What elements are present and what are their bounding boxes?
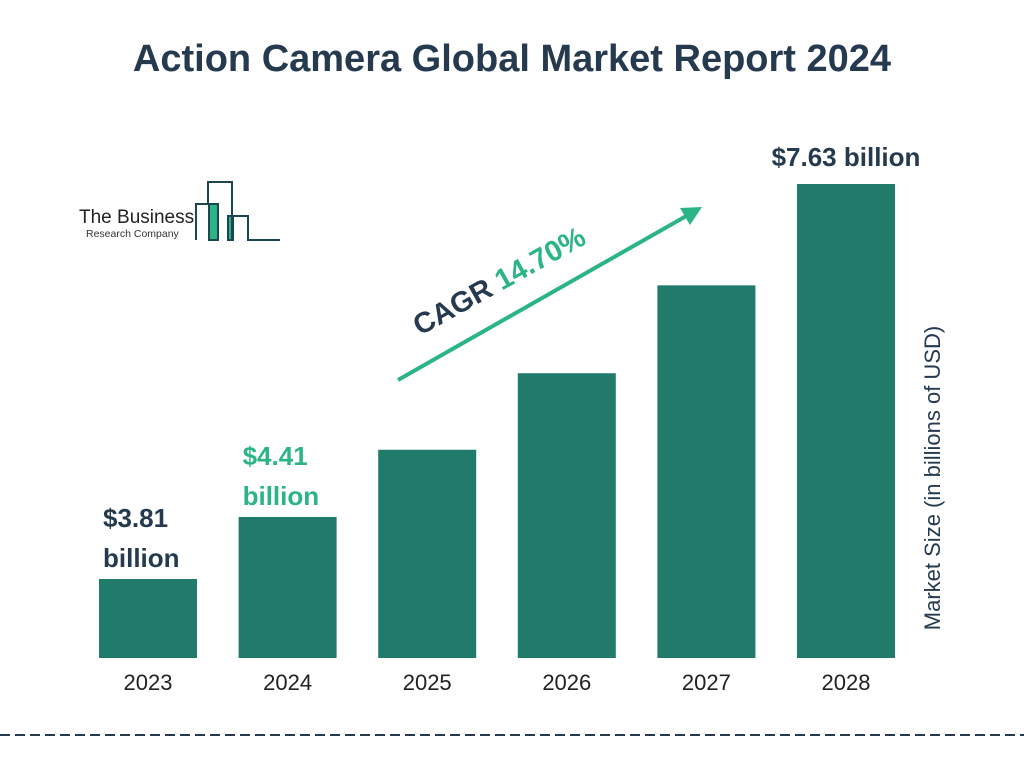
bar-2026 [517,373,616,658]
x-tick-label: 2028 [822,670,871,695]
x-tick-label: 2026 [542,670,591,695]
x-tick-label: 2025 [403,670,452,695]
cagr-value: 14.70% [490,221,592,297]
data-label: $7.63 billion [772,142,921,172]
logo-line2: Research Company [86,228,180,240]
bar-2024 [238,516,337,658]
data-label: billion [103,543,180,573]
x-tick-label: 2024 [263,670,312,695]
bar-2023 [99,579,197,658]
data-label: billion [243,481,320,511]
data-label: $4.41 [243,441,308,471]
cagr-label: CAGR [408,269,505,342]
x-tick-label: 2023 [124,670,173,695]
data-label: $3.81 [103,503,168,533]
bar-2028 [797,184,895,658]
bar-2027 [657,285,756,658]
chart-title: Action Camera Global Market Report 2024 [132,38,892,80]
x-tick-label: 2027 [682,670,731,695]
logo-line1: The Business [79,207,194,228]
y-axis-label: Market Size (in billions of USD) [920,326,945,630]
cagr-annotation: CAGR 14.70% [397,207,702,382]
bar-2025 [378,449,477,658]
logo: The Business Research Company [79,181,280,241]
